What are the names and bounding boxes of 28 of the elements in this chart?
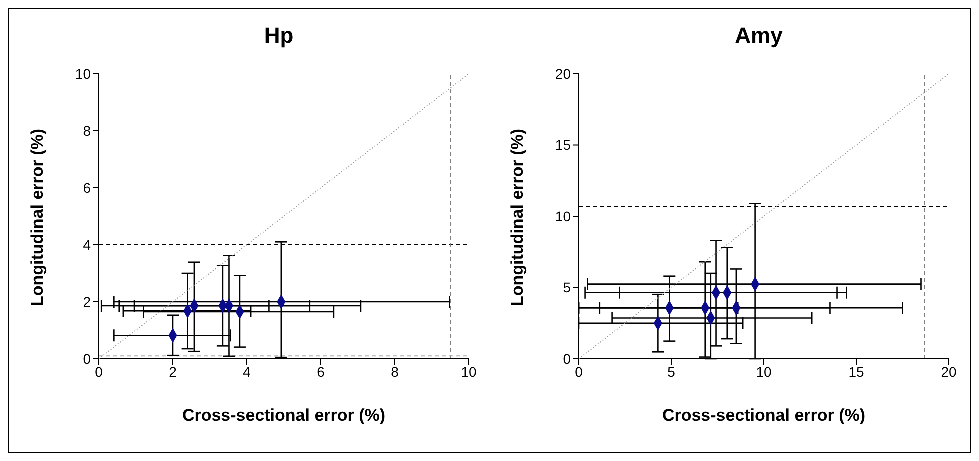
x-tick-label: 5 (668, 364, 676, 380)
x-tick-label: 4 (243, 364, 252, 380)
x-tick-label: 15 (848, 364, 864, 380)
y-tick-label: 8 (83, 122, 92, 139)
y-tick-label: 4 (83, 236, 92, 253)
x-axis-title: Cross-sectional error (%) (182, 406, 386, 425)
y-tick-label: 2 (83, 294, 92, 310)
x-tick-label: 6 (317, 364, 326, 380)
x-tick-label: 10 (756, 364, 772, 380)
y-tick-label: 10 (555, 208, 572, 224)
y-axis-title: Longitudinal error (%) (28, 128, 48, 306)
y-axis-title: Longitudinal error (%) (508, 128, 528, 306)
y-tick-label: 10 (75, 66, 92, 82)
x-tick-label: 0 (575, 364, 584, 380)
x-tick-label: 10 (461, 364, 477, 380)
y-tick-label: 0 (563, 350, 572, 367)
y-tick-label: 20 (555, 66, 572, 82)
y-tick-label: 0 (83, 350, 92, 367)
x-tick-label: 20 (941, 364, 957, 380)
x-axis-title: Cross-sectional error (%) (662, 406, 866, 425)
chart-title: Amy (734, 23, 784, 49)
y-tick-label: 15 (555, 137, 572, 154)
x-tick-label: 0 (95, 364, 104, 380)
y-tick-label: 6 (83, 180, 92, 196)
chart-title: Hp (263, 23, 295, 49)
x-tick-label: 8 (391, 364, 400, 380)
x-tick-label: 2 (169, 364, 178, 380)
y-tick-label: 5 (563, 280, 572, 296)
